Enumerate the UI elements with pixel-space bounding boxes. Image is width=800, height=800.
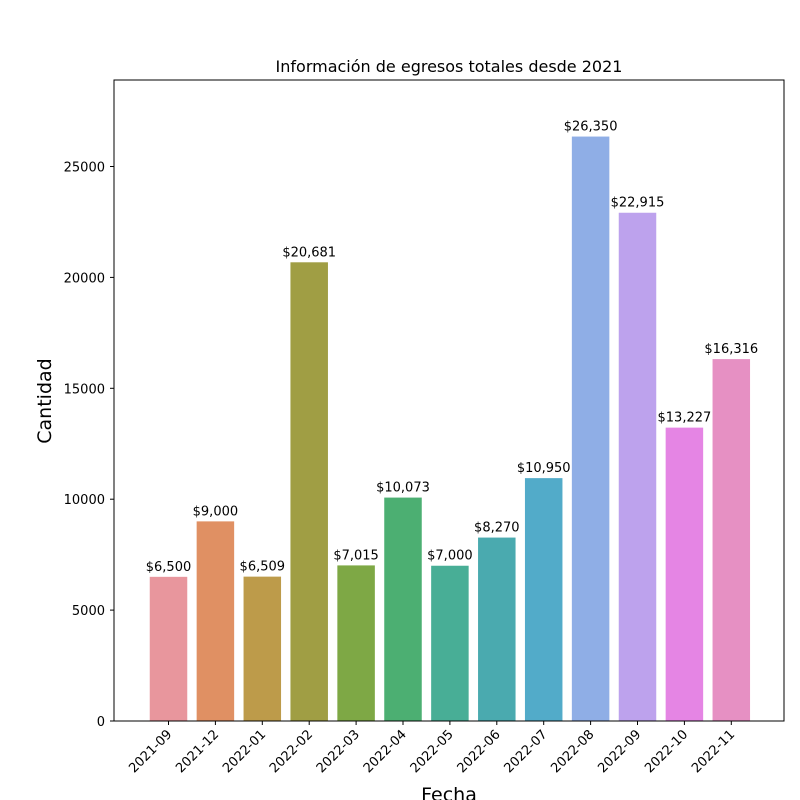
x-tick-label-2022-03: 2022-03 [314, 727, 363, 776]
plot-frame [113, 79, 785, 722]
chart-title: Información de egresos totales desde 202… [276, 57, 623, 76]
y-tick-label-20000: 20000 [64, 271, 105, 286]
bar-2021-09 [149, 576, 188, 721]
value-label-2021-12: $9,000 [193, 504, 239, 519]
value-label-2022-08: $26,350 [564, 120, 618, 135]
y-tick-label-15000: 15000 [64, 382, 105, 397]
bars-group [149, 136, 751, 721]
x-axis: 2021-092021-122022-012022-022022-032022-… [126, 721, 738, 776]
bar-2022-03 [337, 565, 375, 721]
x-tick-label-2022-06: 2022-06 [455, 727, 504, 776]
value-label-2022-06: $8,270 [474, 521, 520, 536]
bar-2022-08 [571, 136, 610, 721]
x-tick-label-2022-11: 2022-11 [689, 727, 738, 776]
x-tick-label-2022-08: 2022-08 [548, 727, 597, 776]
bar-2022-10 [665, 427, 704, 721]
x-tick-label-2022-04: 2022-04 [361, 727, 410, 776]
x-tick-label-2022-10: 2022-10 [642, 727, 691, 776]
value-label-2021-09: $6,500 [146, 560, 192, 575]
value-labels-group: $6,500 $9,000 $6,509 $20,681 $7,015 $10,073 $7… [146, 120, 758, 575]
bar-2022-02 [290, 262, 328, 721]
x-tick-label-2022-02: 2022-02 [267, 727, 316, 776]
value-label-2022-03: $7,015 [333, 548, 379, 563]
x-tick-label-2021-09: 2021-09 [126, 727, 175, 776]
y-tick-label-10000: 10000 [64, 493, 105, 508]
bar-2022-04 [384, 497, 422, 721]
value-label-2022-10: $13,227 [658, 411, 712, 426]
y-tick-label-5000: 5000 [72, 604, 105, 619]
bar-2022-07 [524, 478, 563, 721]
value-label-2022-05: $7,000 [427, 549, 473, 564]
bar-2021-12 [196, 521, 235, 721]
x-tick-label-2022-01: 2022-01 [220, 727, 269, 776]
y-tick-label-25000: 25000 [64, 161, 105, 176]
value-label-2022-04: $10,073 [376, 481, 430, 496]
y-tick-label-0: 0 [97, 715, 105, 730]
bar-2022-05 [431, 565, 469, 721]
x-tick-label-2022-05: 2022-05 [408, 727, 457, 776]
value-label-2022-11: $16,316 [704, 342, 758, 357]
x-axis-label: Fecha [421, 784, 477, 800]
x-tick-label-2022-07: 2022-07 [502, 727, 551, 776]
value-label-2022-07: $10,950 [517, 461, 571, 476]
bar-2022-06 [478, 537, 516, 721]
y-axis: 0 5000 10000 15000 20000 25000 [64, 161, 114, 730]
bar-2022-11 [712, 359, 751, 721]
x-tick-label-2022-09: 2022-09 [595, 727, 644, 776]
y-axis-label: Cantidad [34, 358, 56, 443]
value-label-2022-02: $20,681 [282, 245, 336, 260]
bar-2022-09 [618, 212, 657, 721]
value-label-2022-09: $22,915 [611, 196, 665, 211]
x-tick-label-2021-12: 2021-12 [173, 727, 222, 776]
bar-2022-01 [243, 576, 282, 721]
value-label-2022-01: $6,509 [240, 560, 286, 575]
